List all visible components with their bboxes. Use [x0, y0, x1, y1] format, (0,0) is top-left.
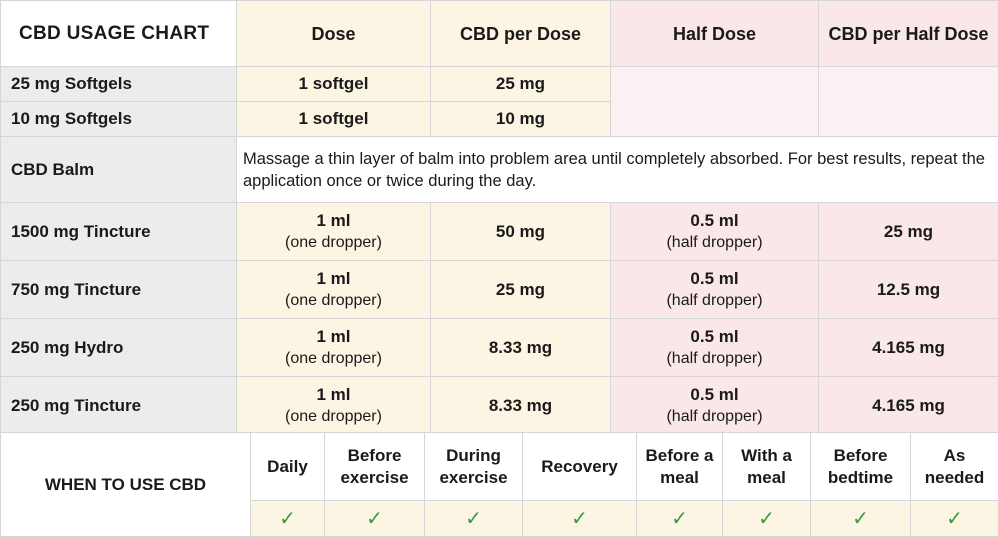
when-column-line: With a: [741, 445, 792, 465]
dose-amount: 1 ml: [316, 268, 351, 288]
balm-instructions-line: Massage a thin layer of balm into proble…: [243, 149, 985, 168]
dose-note: (one dropper): [285, 349, 382, 367]
check-icon: ✓: [522, 500, 637, 537]
half-dose-note: (half dropper): [666, 233, 763, 251]
check-icon: ✓: [424, 500, 523, 537]
cbd-per-dose-cell: 8.33 mg: [430, 376, 611, 435]
when-column-recovery: Recovery: [522, 432, 637, 501]
dose-cell: 1 softgel: [236, 66, 431, 102]
when-column-during-exercise: During exercise: [424, 432, 523, 501]
when-column-before-exercise: Before exercise: [324, 432, 425, 501]
cbd-per-dose-cell: 25 mg: [430, 66, 611, 102]
when-column-line: Before: [347, 445, 402, 465]
when-column-line: meal: [747, 467, 786, 487]
half-dose-cell: 0.5 ml (half dropper): [610, 260, 819, 319]
when-column-daily: Daily: [250, 432, 325, 501]
cbd-per-dose-cell: 10 mg: [430, 101, 611, 137]
cbd-per-half-dose-empty-cell: [818, 66, 998, 137]
check-icon: ✓: [324, 500, 425, 537]
product-name: 25 mg Softgels: [0, 66, 237, 102]
when-column-with-meal: With a meal: [722, 432, 811, 501]
when-check-row: ✓ ✓ ✓ ✓ ✓ ✓ ✓ ✓: [1, 500, 998, 537]
cbd-per-dose-header: CBD per Dose: [430, 0, 611, 67]
header-row: CBD USAGE CHART Dose CBD per Dose Half D…: [0, 0, 998, 67]
half-dose-note: (half dropper): [666, 349, 763, 367]
when-column-line: bedtime: [827, 467, 894, 487]
chart-title: CBD USAGE CHART: [0, 0, 237, 67]
cbd-per-dose-cell: 25 mg: [430, 260, 611, 319]
half-dose-cell: 0.5 ml (half dropper): [610, 202, 819, 261]
when-column-line: Before a: [645, 445, 714, 465]
dose-note: (one dropper): [285, 233, 382, 251]
check-icon: ✓: [250, 500, 325, 537]
dose-note: (one dropper): [285, 291, 382, 309]
table-row: 25 mg Softgels 1 softgel 25 mg: [0, 66, 998, 137]
when-to-use-label: WHEN TO USE CBD: [0, 432, 251, 537]
dose-cell: 1 ml (one dropper): [236, 260, 431, 319]
when-column-line: exercise: [340, 467, 409, 487]
dose-note: (one dropper): [285, 407, 382, 425]
table-row: 250 mg Hydro 1 ml (one dropper) 8.33 mg …: [0, 318, 998, 377]
cbd-per-half-dose-header: CBD per Half Dose: [818, 0, 998, 67]
half-dose-note: (half dropper): [666, 291, 763, 309]
table-row: 10 mg Softgels 1 softgel 10 mg: [0, 101, 998, 137]
when-column-line: Before: [833, 445, 888, 465]
product-name: 1500 mg Tincture: [0, 202, 237, 261]
half-dose-header: Half Dose: [610, 0, 819, 67]
product-name: CBD Balm: [0, 136, 237, 203]
half-dose-cell: 0.5 ml (half dropper): [610, 318, 819, 377]
half-dose-empty-cell: [610, 66, 819, 137]
balm-instructions: Massage a thin layer of balm into proble…: [236, 136, 998, 203]
when-header-row: WHEN TO USE CBD Daily Before exercise Du…: [0, 432, 998, 537]
cbd-per-half-dose-cell: 4.165 mg: [818, 376, 998, 435]
when-column-line: needed: [924, 467, 985, 487]
check-icon: ✓: [810, 500, 911, 537]
cbd-per-dose-cell: 8.33 mg: [430, 318, 611, 377]
when-to-use-table: WHEN TO USE CBD Daily Before exercise Du…: [0, 432, 998, 537]
product-name: 250 mg Tincture: [0, 376, 237, 435]
cbd-per-half-dose-cell: 12.5 mg: [818, 260, 998, 319]
usage-table: CBD USAGE CHART Dose CBD per Dose Half D…: [0, 0, 998, 435]
when-column-line: As: [943, 445, 966, 465]
when-column-as-needed: As needed: [910, 432, 998, 501]
dose-amount: 1 ml: [316, 384, 351, 404]
product-name: 250 mg Hydro: [0, 318, 237, 377]
cbd-per-half-dose-cell: 4.165 mg: [818, 318, 998, 377]
dose-amount: 1 ml: [316, 210, 351, 230]
half-dose-amount: 0.5 ml: [690, 210, 739, 230]
check-icon: ✓: [636, 500, 723, 537]
half-dose-note: (half dropper): [666, 407, 763, 425]
dose-cell: 1 ml (one dropper): [236, 202, 431, 261]
table-row: 250 mg Tincture 1 ml (one dropper) 8.33 …: [0, 376, 998, 435]
cbd-per-dose-cell: 50 mg: [430, 202, 611, 261]
when-column-line: Recovery: [541, 456, 618, 476]
product-name: 750 mg Tincture: [0, 260, 237, 319]
half-dose-amount: 0.5 ml: [690, 384, 739, 404]
when-column-line: Daily: [267, 456, 308, 476]
when-column-line: During: [446, 445, 501, 465]
when-column-line: meal: [660, 467, 699, 487]
dose-cell: 1 ml (one dropper): [236, 318, 431, 377]
half-dose-cell: 0.5 ml (half dropper): [610, 376, 819, 435]
cbd-per-half-dose-cell: 25 mg: [818, 202, 998, 261]
half-dose-amount: 0.5 ml: [690, 326, 739, 346]
product-name: 10 mg Softgels: [0, 101, 237, 137]
dose-header: Dose: [236, 0, 431, 67]
table-row: 1500 mg Tincture 1 ml (one dropper) 50 m…: [0, 202, 998, 261]
when-column-before-bedtime: Before bedtime: [810, 432, 911, 501]
half-dose-amount: 0.5 ml: [690, 268, 739, 288]
dose-amount: 1 ml: [316, 326, 351, 346]
when-column-line: exercise: [439, 467, 508, 487]
check-icon: ✓: [722, 500, 811, 537]
dose-cell: 1 softgel: [236, 101, 431, 137]
check-icon: ✓: [910, 500, 998, 537]
when-column-before-meal: Before a meal: [636, 432, 723, 501]
balm-instructions-line: application once or twice during the day…: [243, 171, 537, 190]
dose-cell: 1 ml (one dropper): [236, 376, 431, 435]
table-row: 750 mg Tincture 1 ml (one dropper) 25 mg…: [0, 260, 998, 319]
table-row: CBD Balm Massage a thin layer of balm in…: [0, 136, 998, 203]
